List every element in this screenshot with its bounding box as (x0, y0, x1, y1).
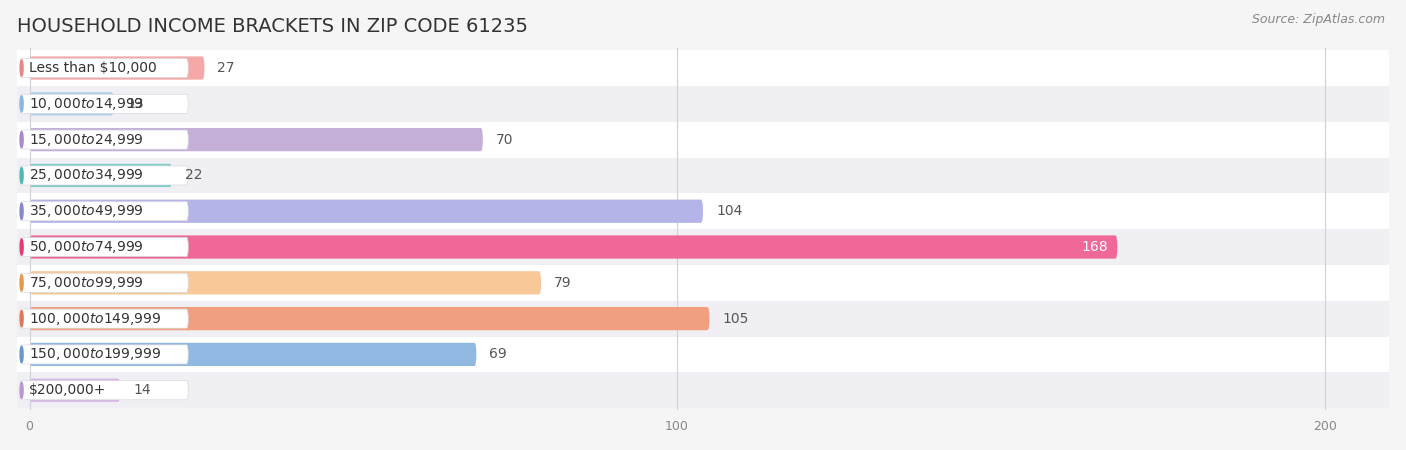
Text: 70: 70 (496, 133, 513, 147)
Text: 79: 79 (554, 276, 572, 290)
FancyBboxPatch shape (20, 273, 188, 292)
FancyBboxPatch shape (20, 166, 188, 185)
Text: 104: 104 (716, 204, 742, 218)
FancyBboxPatch shape (30, 56, 204, 80)
Bar (17, 301, 1389, 337)
Text: 69: 69 (489, 347, 508, 361)
Text: $35,000 to $49,999: $35,000 to $49,999 (28, 203, 143, 219)
FancyBboxPatch shape (30, 200, 703, 223)
FancyBboxPatch shape (30, 271, 541, 294)
Text: $200,000+: $200,000+ (28, 383, 105, 397)
Bar (17, 265, 1389, 301)
Circle shape (20, 167, 22, 184)
FancyBboxPatch shape (30, 235, 1118, 259)
FancyBboxPatch shape (30, 378, 121, 402)
Circle shape (20, 96, 22, 112)
Circle shape (20, 131, 22, 148)
Circle shape (20, 346, 22, 363)
FancyBboxPatch shape (20, 58, 188, 77)
Text: $75,000 to $99,999: $75,000 to $99,999 (28, 275, 143, 291)
FancyBboxPatch shape (30, 343, 477, 366)
FancyBboxPatch shape (30, 164, 172, 187)
Text: $10,000 to $14,999: $10,000 to $14,999 (28, 96, 143, 112)
Circle shape (20, 274, 22, 291)
Bar (17, 229, 1389, 265)
Bar (17, 122, 1389, 158)
FancyBboxPatch shape (20, 130, 188, 149)
FancyBboxPatch shape (20, 345, 188, 364)
FancyBboxPatch shape (20, 94, 188, 113)
FancyBboxPatch shape (30, 307, 710, 330)
Bar (17, 50, 1389, 86)
Text: 14: 14 (134, 383, 150, 397)
Circle shape (20, 239, 22, 255)
FancyBboxPatch shape (20, 202, 188, 221)
Text: Less than $10,000: Less than $10,000 (28, 61, 156, 75)
Bar (17, 158, 1389, 194)
Text: 27: 27 (218, 61, 235, 75)
Circle shape (20, 310, 22, 327)
Text: Source: ZipAtlas.com: Source: ZipAtlas.com (1251, 14, 1385, 27)
Bar (17, 86, 1389, 122)
Text: $100,000 to $149,999: $100,000 to $149,999 (28, 310, 160, 327)
Text: $50,000 to $74,999: $50,000 to $74,999 (28, 239, 143, 255)
Text: 22: 22 (186, 168, 202, 182)
Text: 105: 105 (723, 312, 749, 326)
FancyBboxPatch shape (20, 238, 188, 256)
FancyBboxPatch shape (30, 92, 114, 116)
Bar (17, 194, 1389, 229)
Text: 13: 13 (127, 97, 145, 111)
Text: $150,000 to $199,999: $150,000 to $199,999 (28, 346, 160, 362)
Text: $25,000 to $34,999: $25,000 to $34,999 (28, 167, 143, 184)
Text: 168: 168 (1081, 240, 1108, 254)
Text: HOUSEHOLD INCOME BRACKETS IN ZIP CODE 61235: HOUSEHOLD INCOME BRACKETS IN ZIP CODE 61… (17, 17, 527, 36)
Text: $15,000 to $24,999: $15,000 to $24,999 (28, 131, 143, 148)
Bar (17, 337, 1389, 372)
Bar (17, 372, 1389, 408)
FancyBboxPatch shape (20, 381, 188, 400)
Circle shape (20, 203, 22, 219)
Circle shape (20, 60, 22, 76)
Circle shape (20, 382, 22, 398)
FancyBboxPatch shape (30, 128, 482, 151)
FancyBboxPatch shape (20, 309, 188, 328)
